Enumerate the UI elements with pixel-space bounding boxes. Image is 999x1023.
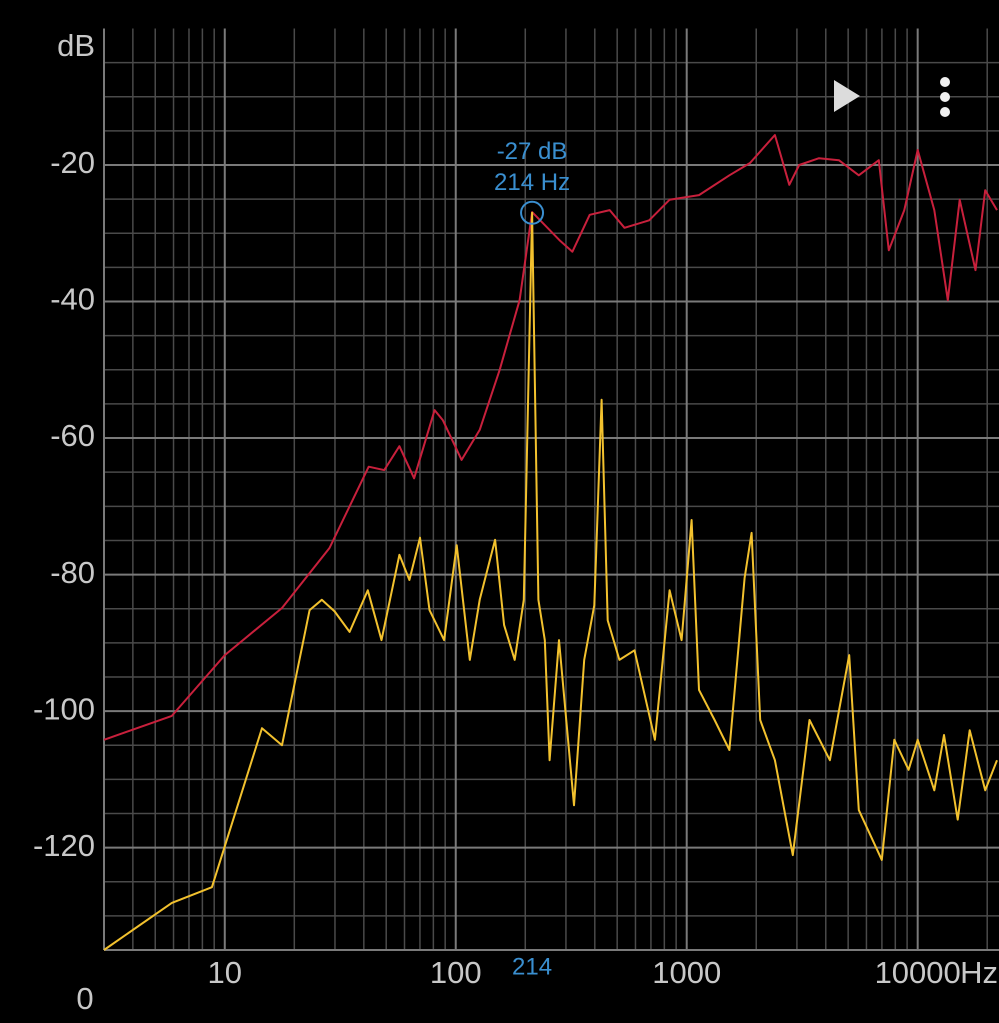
series-line <box>103 211 998 951</box>
menu-button[interactable] <box>940 77 950 117</box>
x-tick-label: 10 <box>208 955 242 990</box>
y-tick-label: -20 <box>50 145 95 180</box>
y-tick-label: -120 <box>33 828 95 863</box>
marker-freq-label: 214 Hz <box>494 169 570 196</box>
y-tick-label: -40 <box>50 282 95 317</box>
x-tick-label: 10000 <box>875 955 961 990</box>
x-tick-label: 1000 <box>652 955 721 990</box>
series-line <box>103 134 998 741</box>
marker-value-label: -27 dB <box>497 138 568 165</box>
marker-axis-label: 214 <box>512 953 552 980</box>
y-tick-label: -100 <box>33 691 95 726</box>
x-tick-label: 100 <box>430 955 482 990</box>
marker-circle <box>520 200 545 225</box>
y-unit-label: dB <box>57 28 95 63</box>
y-tick-label: -60 <box>50 418 95 453</box>
x-unit-label: Hz <box>960 955 998 990</box>
grid <box>103 28 999 951</box>
corner-label: 0 <box>76 981 93 1016</box>
play-button[interactable] <box>834 80 860 112</box>
y-tick-label: -80 <box>50 555 95 590</box>
